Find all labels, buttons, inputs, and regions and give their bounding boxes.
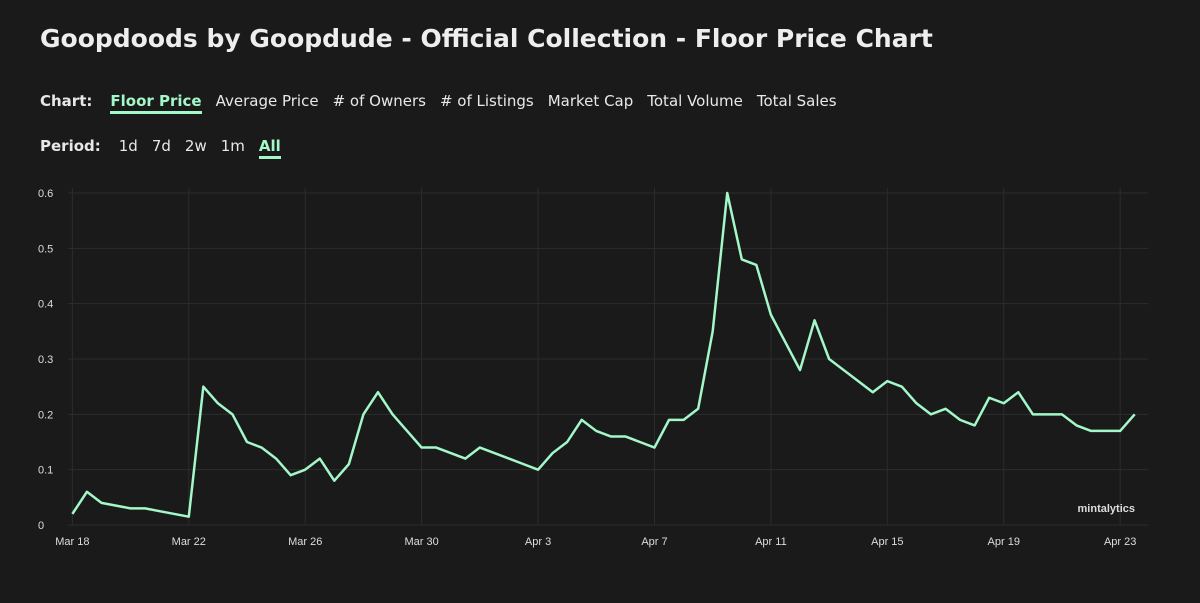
x-tick-label: Mar 26 [288, 536, 322, 548]
period-tab[interactable]: All [258, 137, 281, 159]
x-tick-label: Mar 30 [405, 536, 439, 548]
period-tabs: Period: 1d 7d 2w 1m All [40, 137, 281, 159]
chart: 0 0.1 0.2 0.3 0.4 0.5 0.6 Mar 18 Mar 22 Mar 26 Mar… [38, 188, 1148, 548]
x-tick-label: Mar 22 [172, 536, 206, 548]
y-tick-label: 0.5 [38, 243, 53, 255]
chart-label: Chart: [40, 92, 93, 110]
period-tab[interactable]: 2w [184, 137, 207, 155]
page-title: Goopdoods by Goopdude - Official Collect… [40, 24, 933, 53]
period-tab[interactable]: 1m [220, 137, 245, 155]
x-tick-label: Mar 18 [55, 536, 89, 548]
period-tab[interactable]: 1d [118, 137, 138, 155]
chart-tab[interactable]: # of Owners [332, 92, 426, 110]
watermark: mintalytics [1078, 503, 1135, 515]
x-tick-label: Apr 19 [988, 536, 1020, 548]
chart-tab[interactable]: Floor Price [110, 92, 202, 114]
y-tick-label: 0.6 [38, 188, 53, 200]
chart-tab[interactable]: Total Volume [647, 92, 743, 110]
chart-tabs: Chart: Floor Price Average Price # of Owner… [40, 92, 837, 114]
y-tick-label: 0.1 [38, 465, 53, 477]
x-tick-label: Apr 7 [641, 536, 667, 548]
x-tick-label: Apr 11 [755, 536, 787, 548]
chart-tab[interactable]: Market Cap [547, 92, 634, 110]
chart-tab[interactable]: # of Listings [439, 92, 534, 110]
y-tick-label: 0.2 [38, 409, 53, 421]
chart-tab[interactable]: Average Price [215, 92, 319, 110]
x-tick-label: Apr 15 [871, 536, 903, 548]
x-tick-label: Apr 3 [525, 536, 551, 548]
y-tick-label: 0.4 [38, 299, 53, 311]
period-label: Period: [40, 137, 101, 155]
price-line [71, 191, 1136, 518]
y-tick-label: 0.3 [38, 354, 53, 366]
y-tick-label: 0 [38, 520, 44, 532]
period-tab[interactable]: 7d [151, 137, 171, 155]
x-tick-label: Apr 23 [1104, 536, 1136, 548]
chart-tab[interactable]: Total Sales [756, 92, 837, 110]
